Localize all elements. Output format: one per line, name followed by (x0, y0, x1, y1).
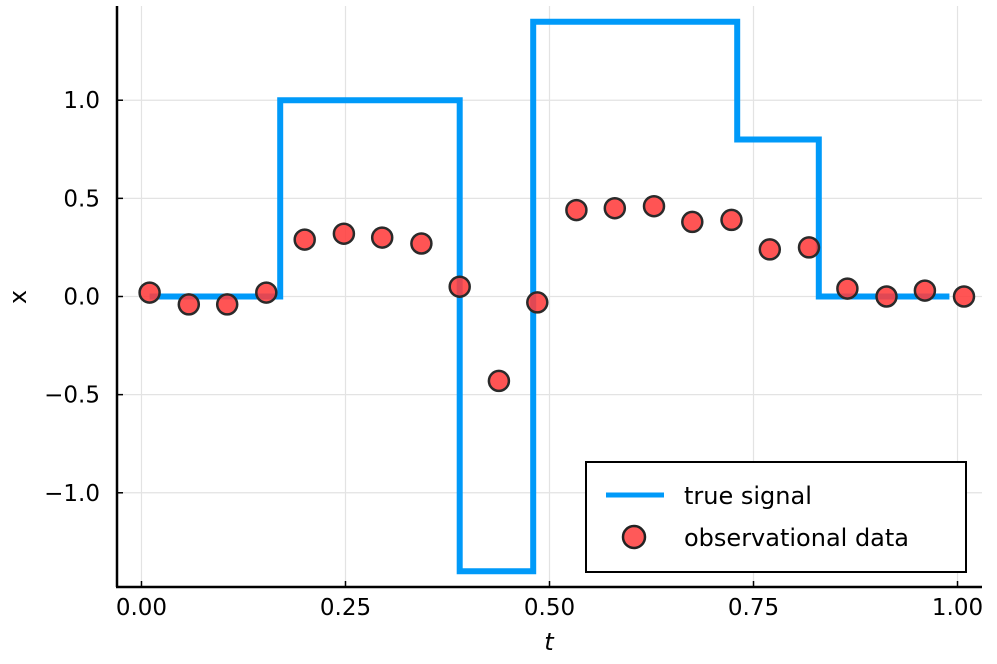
legend-box (585, 461, 967, 573)
x-tick-label: 0.50 (524, 595, 575, 621)
data-point (138, 281, 161, 304)
data-point (913, 279, 937, 302)
data-point (177, 293, 201, 316)
data-point (370, 226, 394, 249)
data-point (797, 236, 821, 259)
data-point (526, 291, 549, 314)
data-point (758, 238, 782, 261)
data-point (720, 208, 743, 232)
legend-label-true-signal: true signal (684, 482, 812, 510)
data-point (448, 275, 471, 298)
legend-label-observational-data: observational data (684, 524, 909, 552)
legend: true signal observational data (585, 461, 967, 573)
data-point (836, 277, 859, 300)
y-tick-label: 0.5 (63, 186, 100, 212)
data-point (565, 198, 588, 222)
x-tick-label: 0.25 (320, 595, 371, 621)
y-tick-label: −0.5 (44, 383, 100, 409)
data-point (603, 196, 627, 220)
data-point (255, 281, 278, 304)
data-point (952, 285, 976, 308)
y-tick-label: 0.0 (63, 285, 100, 311)
data-point (332, 222, 356, 245)
data-point (681, 210, 704, 234)
data-point (875, 285, 898, 308)
plot-area (138, 18, 976, 575)
y-axis-label: x (4, 290, 32, 304)
y-tick-label: 1.0 (63, 88, 100, 114)
x-tick-label: 0.00 (116, 595, 167, 621)
data-point (215, 293, 239, 316)
tick-labels: 0.00 0.25 0.50 0.75 1.00 1.0 0.5 0.0 −0.5 −1.0 (44, 88, 983, 621)
data-point (642, 194, 666, 218)
x-tick-label: 1.00 (932, 595, 983, 621)
x-tick-label: 0.75 (728, 595, 779, 621)
data-point (293, 228, 316, 251)
x-axis-label: t (544, 628, 555, 656)
data-point (487, 369, 511, 393)
data-point (410, 232, 433, 255)
y-tick-label: −1.0 (44, 481, 100, 507)
legend-marker-swatch (621, 524, 647, 550)
